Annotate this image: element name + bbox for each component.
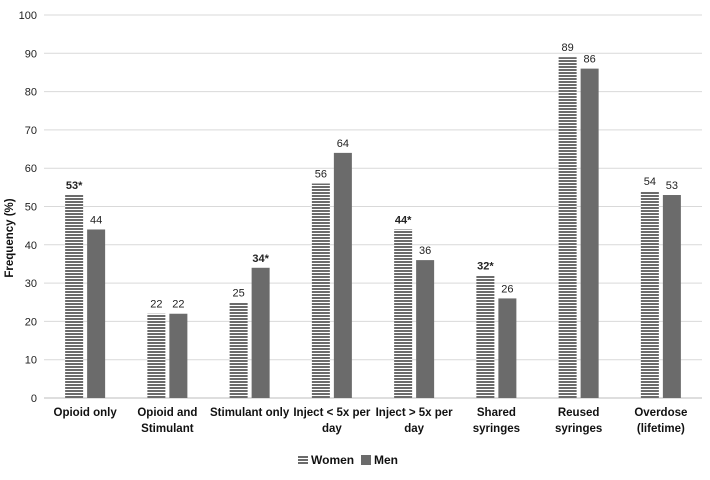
data-label: 54 (644, 176, 656, 188)
bar-women (311, 183, 330, 398)
bar-women (147, 313, 166, 398)
x-axis-categories: Opioid only Opioid and Stimulant Stimulant … (54, 407, 688, 435)
y-tick-label: 100 (19, 10, 37, 22)
bar-men (580, 68, 599, 399)
bar-men (498, 298, 517, 398)
data-label: 36 (419, 245, 431, 257)
bar-women (229, 302, 248, 398)
legend: Women Men (298, 453, 398, 467)
category-label: day (322, 423, 342, 435)
category-label: Inject < 5x per (293, 407, 371, 419)
bar-men (87, 229, 106, 398)
y-tick-label: 30 (25, 278, 37, 290)
category-label: Inject > 5x per (376, 407, 454, 419)
bar-men (169, 313, 188, 398)
category-label: Stimulant only (210, 407, 290, 419)
category-label: syringes (555, 423, 602, 435)
data-label: 32* (477, 260, 494, 272)
bar-women (558, 57, 577, 398)
data-label: 26 (501, 283, 513, 295)
category-label: syringes (473, 423, 520, 435)
data-label: 53 (666, 180, 678, 192)
data-label: 25 (233, 287, 245, 299)
y-tick-label: 60 (25, 163, 37, 175)
bar-women (65, 195, 84, 398)
category-label: day (404, 423, 424, 435)
legend-label-men: Men (374, 453, 398, 467)
data-label: 22 (150, 299, 162, 311)
category-label: Reused (558, 407, 600, 419)
category-label: Overdose (634, 407, 687, 419)
y-axis-title: Frequency (%) (4, 198, 16, 277)
bar-men (662, 195, 681, 398)
data-labels: 53* 44 22 22 25 34* 56 64 44* 36 32* 26 89 86 54 53 (66, 42, 678, 311)
bar-men (333, 152, 352, 398)
y-tick-label: 10 (25, 355, 37, 367)
data-label: 89 (562, 42, 574, 54)
category-label: (lifetime) (637, 423, 685, 435)
gridlines (44, 14, 702, 399)
data-label: 64 (337, 138, 349, 150)
y-axis-ticks: 0 10 20 30 40 50 60 70 80 90 100 (19, 10, 37, 405)
bar-women (640, 191, 659, 398)
category-label: Opioid only (54, 407, 118, 419)
y-tick-label: 20 (25, 316, 37, 328)
y-tick-label: 90 (25, 48, 37, 60)
data-label: 53* (66, 180, 83, 192)
data-label: 56 (315, 169, 327, 181)
category-label: Shared (477, 407, 516, 419)
bar-women (476, 275, 495, 398)
category-label: Stimulant (141, 423, 194, 435)
data-label: 44 (90, 214, 102, 226)
data-label: 22 (172, 299, 184, 311)
category-label: Opioid and (137, 407, 197, 419)
bar-women (394, 229, 413, 398)
bar-men (251, 267, 270, 398)
legend-swatch-men (361, 455, 371, 465)
data-label: 34* (252, 253, 269, 265)
legend-label-women: Women (311, 453, 354, 467)
y-tick-label: 80 (25, 87, 37, 99)
bars (65, 57, 681, 399)
y-tick-label: 50 (25, 202, 37, 214)
data-label: 44* (395, 214, 412, 226)
y-tick-label: 40 (25, 240, 37, 252)
y-tick-label: 0 (31, 393, 37, 405)
legend-swatch-women (298, 455, 308, 465)
data-label: 86 (584, 54, 596, 66)
y-tick-label: 70 (25, 125, 37, 137)
bar-men (416, 260, 435, 398)
